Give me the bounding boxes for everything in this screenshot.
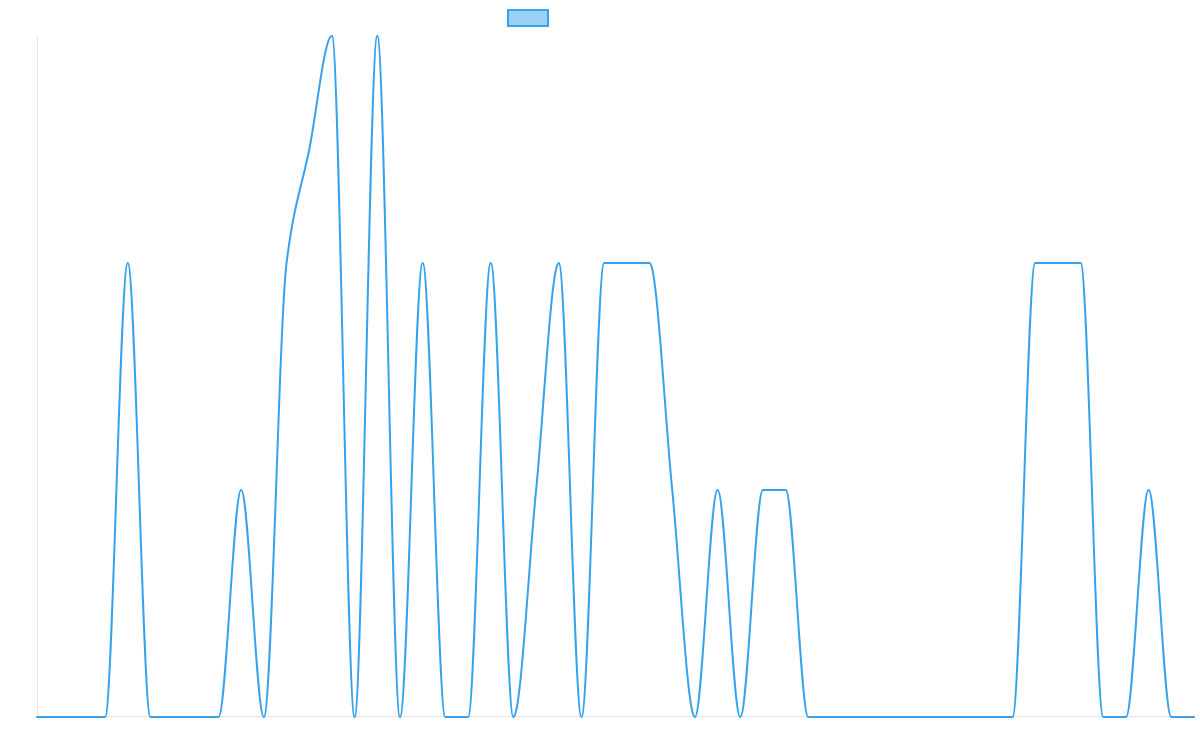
data-point-10[interactable] bbox=[261, 714, 267, 720]
data-point-6[interactable] bbox=[170, 714, 176, 720]
data-point-8[interactable] bbox=[215, 714, 221, 720]
data-point-30[interactable] bbox=[715, 487, 721, 493]
data-point-44[interactable] bbox=[1032, 260, 1038, 266]
data-point-18[interactable] bbox=[442, 714, 448, 720]
data-point-33[interactable] bbox=[783, 487, 789, 493]
data-point-25[interactable] bbox=[601, 260, 607, 266]
series-line bbox=[36, 35, 1195, 719]
data-point-51[interactable] bbox=[1191, 714, 1197, 720]
data-point-46[interactable] bbox=[1078, 260, 1084, 266]
data-point-32[interactable] bbox=[760, 487, 766, 493]
data-point-40[interactable] bbox=[941, 714, 947, 720]
data-point-19[interactable] bbox=[465, 714, 471, 720]
data-point-41[interactable] bbox=[964, 714, 970, 720]
data-point-7[interactable] bbox=[193, 714, 199, 720]
data-points bbox=[34, 33, 1197, 720]
data-point-2[interactable] bbox=[79, 714, 85, 720]
data-point-26[interactable] bbox=[624, 260, 630, 266]
data-point-48[interactable] bbox=[1123, 714, 1129, 720]
data-point-15[interactable] bbox=[374, 33, 380, 39]
data-point-20[interactable] bbox=[488, 260, 494, 266]
data-point-37[interactable] bbox=[873, 714, 879, 720]
data-point-4[interactable] bbox=[125, 260, 131, 266]
data-point-43[interactable] bbox=[1010, 714, 1016, 720]
data-point-9[interactable] bbox=[238, 487, 244, 493]
data-point-49[interactable] bbox=[1146, 487, 1152, 493]
legend-swatch[interactable] bbox=[507, 9, 549, 27]
data-point-42[interactable] bbox=[987, 714, 993, 720]
data-point-3[interactable] bbox=[102, 714, 108, 720]
data-point-36[interactable] bbox=[851, 714, 857, 720]
data-point-13[interactable] bbox=[329, 33, 335, 39]
data-point-29[interactable] bbox=[692, 714, 698, 720]
data-point-11[interactable] bbox=[284, 260, 290, 266]
data-point-0[interactable] bbox=[34, 714, 40, 720]
data-point-38[interactable] bbox=[896, 714, 902, 720]
data-point-24[interactable] bbox=[578, 714, 584, 720]
data-point-35[interactable] bbox=[828, 714, 834, 720]
data-point-28[interactable] bbox=[669, 487, 675, 493]
data-point-23[interactable] bbox=[556, 260, 562, 266]
data-point-50[interactable] bbox=[1168, 714, 1174, 720]
data-point-34[interactable] bbox=[805, 714, 811, 720]
data-point-47[interactable] bbox=[1100, 714, 1106, 720]
data-point-1[interactable] bbox=[57, 714, 63, 720]
data-point-17[interactable] bbox=[420, 260, 426, 266]
data-point-21[interactable] bbox=[510, 714, 516, 720]
data-point-5[interactable] bbox=[147, 714, 153, 720]
data-point-16[interactable] bbox=[397, 714, 403, 720]
data-point-12[interactable] bbox=[306, 147, 312, 153]
data-point-27[interactable] bbox=[647, 260, 653, 266]
data-point-39[interactable] bbox=[919, 714, 925, 720]
data-point-14[interactable] bbox=[352, 714, 358, 720]
legend bbox=[507, 9, 549, 27]
data-point-45[interactable] bbox=[1055, 260, 1061, 266]
data-point-31[interactable] bbox=[737, 714, 743, 720]
data-point-22[interactable] bbox=[533, 487, 539, 493]
